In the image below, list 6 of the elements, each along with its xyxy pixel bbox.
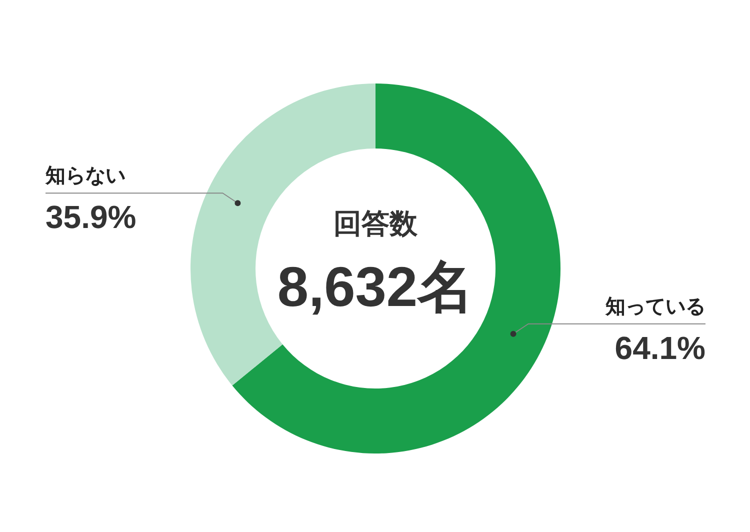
- data-label: 64.1%: [614, 330, 706, 366]
- slice-label: 知っている: [604, 294, 706, 318]
- text: 回答数: [334, 208, 418, 239]
- text: 8,632名: [277, 255, 474, 318]
- data-label: 35.9%: [46, 199, 136, 236]
- slice-label: 知らない: [44, 163, 126, 188]
